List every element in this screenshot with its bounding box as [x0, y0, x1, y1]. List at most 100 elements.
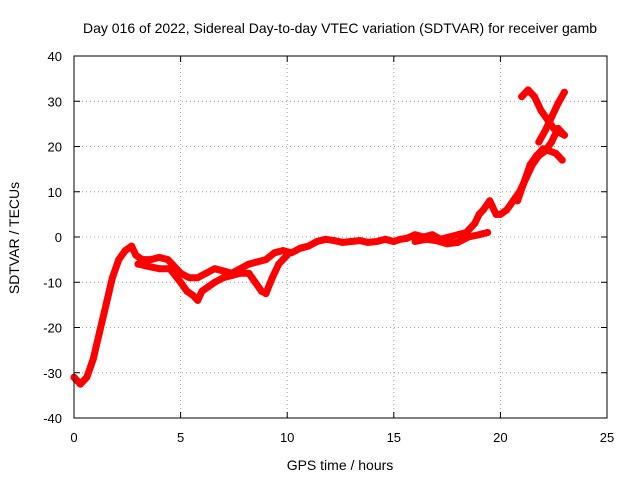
data-point: [554, 100, 562, 107]
data-point: [236, 269, 244, 277]
x-tick-label: 15: [387, 430, 401, 445]
data-point: [411, 238, 419, 245]
data-point: [518, 93, 526, 101]
series-late-low: [514, 145, 566, 205]
data-point: [486, 197, 494, 205]
data-point: [76, 380, 84, 388]
y-tick-label: -40: [43, 411, 62, 426]
data-point: [204, 283, 212, 291]
data-point: [198, 287, 206, 295]
plot-frame: [73, 55, 608, 419]
data-point: [245, 260, 253, 268]
data-point: [194, 296, 202, 304]
data-point: [524, 86, 532, 94]
x-tick-label: 20: [493, 430, 507, 445]
data-point: [313, 238, 321, 245]
data-point: [128, 242, 136, 250]
data-point: [432, 237, 440, 245]
data-point: [121, 247, 129, 255]
x-tick-label: 25: [600, 430, 614, 445]
data-point: [411, 231, 419, 239]
y-tick-label: 20: [48, 140, 62, 155]
x-tick-label: 10: [280, 430, 294, 445]
data-point: [347, 238, 355, 245]
data-point: [245, 269, 253, 277]
data-point: [403, 234, 411, 242]
series-main: [70, 124, 568, 388]
series-late-rise: [535, 88, 568, 146]
tick-layer: 0 5 10 15 20 25 -40 -30 -20 -10 0 10 20 30 40: [43, 49, 614, 445]
data-point: [396, 235, 404, 243]
data-point: [548, 113, 556, 121]
data-point: [390, 238, 398, 245]
data-point: [185, 274, 193, 282]
series-lower-branch: [134, 251, 291, 304]
y-tick-label: 10: [48, 185, 62, 200]
data-point: [155, 253, 163, 261]
data-point: [89, 355, 97, 363]
data-point: [83, 373, 91, 381]
data-point: [296, 244, 304, 252]
data-point: [283, 251, 291, 259]
data-point: [560, 88, 568, 96]
y-tick-label: 40: [48, 49, 62, 64]
data-point: [475, 210, 483, 218]
data-point: [531, 93, 538, 101]
data-point: [211, 265, 219, 273]
x-axis-label: GPS time / hours: [287, 457, 394, 473]
y-tick-label: 30: [48, 94, 62, 109]
data-point: [253, 258, 261, 266]
data-point: [262, 290, 270, 298]
data-point: [322, 235, 330, 243]
data-point: [560, 131, 568, 139]
data-point: [454, 231, 462, 239]
data-point: [443, 240, 451, 248]
x-tick-label: 0: [70, 430, 77, 445]
data-point: [339, 238, 347, 246]
data-point: [166, 265, 174, 273]
data-point: [552, 149, 560, 157]
grid-layer: [74, 56, 607, 418]
data-point: [268, 274, 276, 282]
data-point: [275, 260, 283, 268]
data-point: [115, 256, 123, 264]
data-point: [96, 328, 104, 336]
data-point: [155, 265, 163, 273]
y-tick-label: -10: [43, 275, 62, 290]
data-point: [279, 247, 287, 255]
data-point: [102, 301, 110, 309]
data-point: [520, 179, 528, 187]
data-point: [475, 231, 483, 239]
data-point: [132, 251, 140, 259]
data-point: [189, 292, 197, 300]
chart-title: Day 016 of 2022, Sidereal Day-to-day VTE…: [83, 20, 597, 36]
data-point: [503, 206, 511, 214]
data-point: [134, 260, 142, 268]
data-point: [422, 235, 430, 243]
data-point: [147, 256, 155, 264]
data-point: [330, 237, 338, 245]
data-point: [545, 147, 553, 155]
data-layer: [70, 86, 568, 388]
data-point: [381, 235, 389, 243]
data-point: [548, 138, 556, 146]
data-point: [305, 242, 312, 250]
data-point: [177, 278, 185, 286]
data-point: [211, 278, 219, 286]
data-point: [496, 210, 504, 218]
series-late-high: [518, 86, 568, 139]
series-line: [70, 124, 568, 388]
data-point: [533, 152, 541, 160]
data-point: [445, 233, 453, 241]
data-point: [373, 238, 381, 245]
data-point: [270, 249, 278, 257]
data-point: [219, 267, 227, 275]
data-point: [219, 274, 227, 282]
data-point: [356, 237, 364, 245]
data-point: [164, 256, 172, 264]
data-point: [251, 278, 259, 286]
data-point: [262, 256, 270, 264]
series-upper-branch: [411, 229, 492, 248]
y-tick-label: -20: [43, 321, 62, 336]
